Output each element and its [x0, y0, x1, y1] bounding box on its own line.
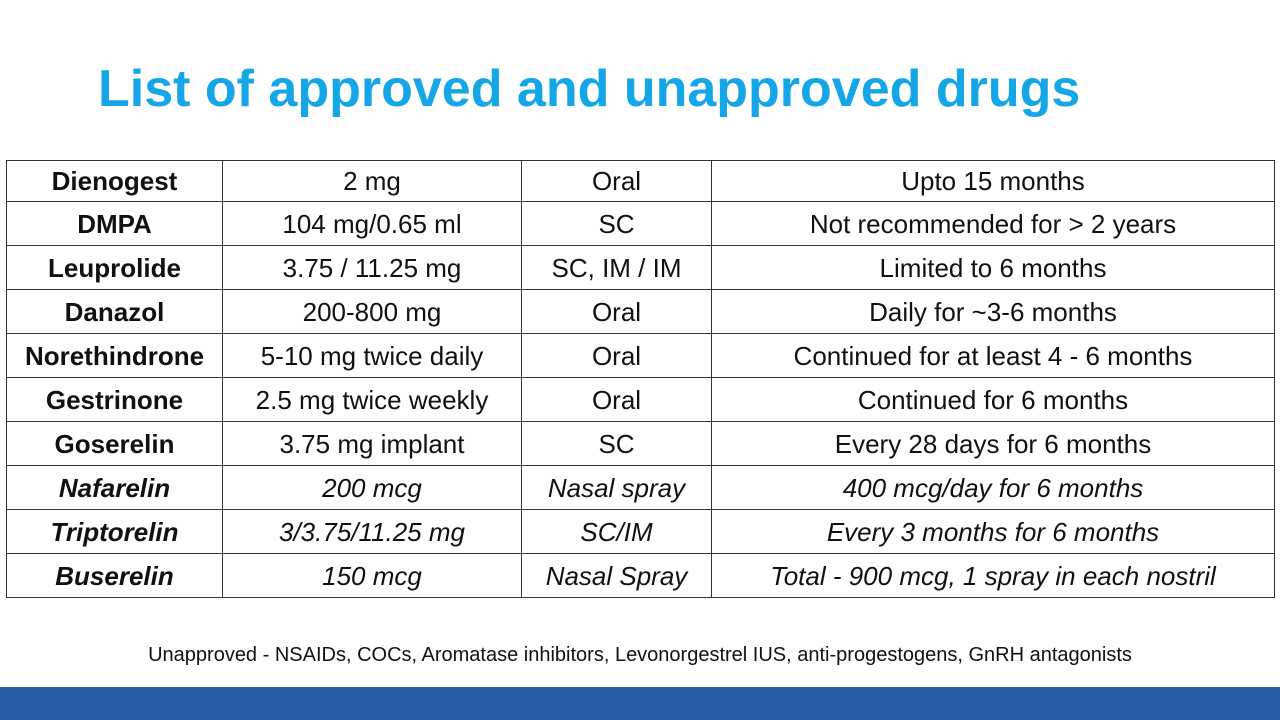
drug-name-cell: Dienogest	[6, 160, 223, 202]
table-row: Danazol 200-800 mg Oral Daily for ~3-6 m…	[6, 289, 1275, 334]
table-row: Norethindrone 5-10 mg twice daily Oral C…	[6, 333, 1275, 378]
slide-title: List of approved and unapproved drugs	[98, 60, 1081, 118]
duration-cell: Every 3 months for 6 months	[711, 509, 1275, 554]
dose-cell: 104 mg/0.65 ml	[222, 201, 522, 246]
table-row: Nafarelin 200 mcg Nasal spray 400 mcg/da…	[6, 465, 1275, 510]
drug-name-cell: Nafarelin	[6, 465, 223, 510]
dose-cell: 2.5 mg twice weekly	[222, 377, 522, 422]
table-row: Dienogest 2 mg Oral Upto 15 months	[6, 160, 1275, 202]
route-cell: SC, IM / IM	[521, 245, 712, 290]
route-cell: Oral	[521, 160, 712, 202]
table-row: Goserelin 3.75 mg implant SC Every 28 da…	[6, 421, 1275, 466]
drug-name-cell: Gestrinone	[6, 377, 223, 422]
dose-cell: 5-10 mg twice daily	[222, 333, 522, 378]
dose-cell: 3.75 / 11.25 mg	[222, 245, 522, 290]
table-row: Leuprolide 3.75 / 11.25 mg SC, IM / IM L…	[6, 245, 1275, 290]
duration-cell: Total - 900 mcg, 1 spray in each nostril	[711, 553, 1275, 598]
table-row: DMPA 104 mg/0.65 ml SC Not recommended f…	[6, 201, 1275, 246]
drug-name-cell: DMPA	[6, 201, 223, 246]
dose-cell: 200 mcg	[222, 465, 522, 510]
duration-cell: Continued for 6 months	[711, 377, 1275, 422]
duration-cell: Not recommended for > 2 years	[711, 201, 1275, 246]
route-cell: SC	[521, 421, 712, 466]
table-row: Buserelin 150 mcg Nasal Spray Total - 90…	[6, 553, 1275, 598]
route-cell: Nasal Spray	[521, 553, 712, 598]
duration-cell: Every 28 days for 6 months	[711, 421, 1275, 466]
drug-name-cell: Danazol	[6, 289, 223, 334]
duration-cell: Continued for at least 4 - 6 months	[711, 333, 1275, 378]
duration-cell: Upto 15 months	[711, 160, 1275, 202]
duration-cell: Daily for ~3-6 months	[711, 289, 1275, 334]
unapproved-drugs-note: Unapproved - NSAIDs, COCs, Aromatase inh…	[148, 644, 1132, 666]
drug-table: Dienogest 2 mg Oral Upto 15 months DMPA …	[6, 160, 1275, 598]
footer-bar	[0, 687, 1280, 720]
dose-cell: 150 mcg	[222, 553, 522, 598]
route-cell: Oral	[521, 289, 712, 334]
drug-name-cell: Goserelin	[6, 421, 223, 466]
duration-cell: 400 mcg/day for 6 months	[711, 465, 1275, 510]
dose-cell: 3/3.75/11.25 mg	[222, 509, 522, 554]
route-cell: Oral	[521, 377, 712, 422]
table-row: Gestrinone 2.5 mg twice weekly Oral Cont…	[6, 377, 1275, 422]
drug-name-cell: Buserelin	[6, 553, 223, 598]
dose-cell: 2 mg	[222, 160, 522, 202]
dose-cell: 200-800 mg	[222, 289, 522, 334]
dose-cell: 3.75 mg implant	[222, 421, 522, 466]
table-row: Triptorelin 3/3.75/11.25 mg SC/IM Every …	[6, 509, 1275, 554]
route-cell: Nasal spray	[521, 465, 712, 510]
drug-name-cell: Leuprolide	[6, 245, 223, 290]
route-cell: SC/IM	[521, 509, 712, 554]
drug-name-cell: Norethindrone	[6, 333, 223, 378]
duration-cell: Limited to 6 months	[711, 245, 1275, 290]
drug-name-cell: Triptorelin	[6, 509, 223, 554]
route-cell: SC	[521, 201, 712, 246]
route-cell: Oral	[521, 333, 712, 378]
